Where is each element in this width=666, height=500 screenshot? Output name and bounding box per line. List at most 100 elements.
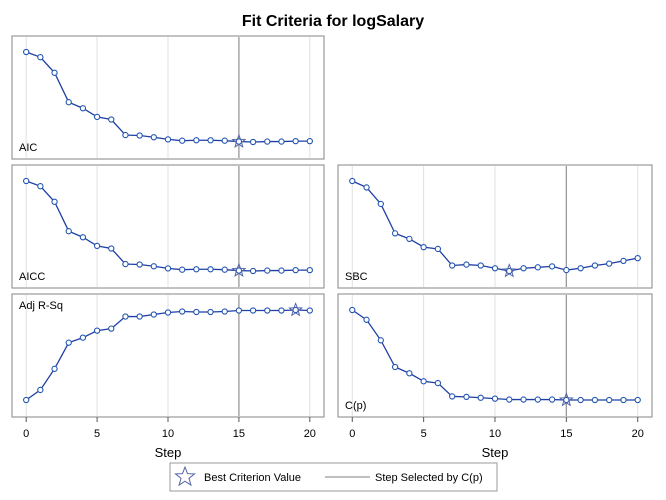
panel-label-sbc: SBC bbox=[345, 271, 368, 283]
data-point-adjrsq-13 bbox=[207, 308, 214, 316]
panel-sbc: SBC bbox=[337, 164, 653, 289]
data-point-aic-9 bbox=[150, 134, 157, 141]
data-point-aicc-17 bbox=[264, 267, 271, 274]
data-point-aic-11 bbox=[179, 137, 186, 144]
data-point-aicc-3 bbox=[65, 228, 72, 235]
data-point-sbc-6 bbox=[434, 245, 442, 253]
data-point-cp-12 bbox=[520, 396, 527, 403]
best-star-sbc bbox=[501, 263, 517, 278]
chart-title: Fit Criteria for logSalary bbox=[242, 13, 424, 30]
best-star-aic bbox=[231, 133, 247, 148]
data-point-adjrsq-5 bbox=[93, 327, 101, 334]
data-point-sbc-16 bbox=[577, 265, 584, 272]
x-tick-label-left-10: 10 bbox=[162, 428, 174, 440]
x-axes: 0 5 10 15 20 Step 0 5 10 15 20 Step bbox=[23, 417, 644, 460]
data-point-cp-4 bbox=[406, 370, 413, 377]
data-point-cp-13 bbox=[534, 396, 541, 403]
data-point-adjrsq-12 bbox=[193, 308, 200, 316]
data-point-aic-7 bbox=[122, 131, 129, 139]
data-point-aic-16 bbox=[249, 138, 257, 146]
data-point-sbc-7 bbox=[449, 262, 456, 269]
data-point-adjrsq-1 bbox=[37, 386, 44, 394]
data-point-aicc-19 bbox=[292, 266, 299, 274]
data-point-aicc-9 bbox=[150, 263, 157, 270]
legend: Best Criterion Value Step Selected by C(… bbox=[169, 462, 498, 492]
data-point-adjrsq-18 bbox=[278, 307, 285, 314]
data-point-aicc-2 bbox=[51, 198, 58, 205]
data-point-aic-2 bbox=[51, 69, 58, 76]
data-point-cp-16 bbox=[577, 396, 584, 404]
data-point-aicc-1 bbox=[37, 183, 44, 190]
data-point-sbc-10 bbox=[491, 265, 499, 272]
data-point-aic-5 bbox=[93, 113, 101, 121]
data-point-cp-9 bbox=[477, 394, 484, 401]
data-point-aicc-13 bbox=[207, 266, 214, 273]
x-tick-label-right-0: 0 bbox=[349, 428, 355, 440]
panel-label-adjrsq: Adj R-Sq bbox=[19, 300, 63, 312]
data-point-sbc-18 bbox=[606, 260, 613, 267]
best-star-adjrsq bbox=[288, 302, 304, 317]
data-point-cp-3 bbox=[391, 363, 399, 371]
data-point-adjrsq-4 bbox=[79, 334, 87, 341]
data-point-aic-6 bbox=[108, 116, 115, 123]
data-point-adjrsq-0 bbox=[23, 396, 30, 404]
data-point-cp-6 bbox=[434, 379, 442, 387]
x-tick-label-left-0: 0 bbox=[23, 428, 29, 440]
data-point-sbc-13 bbox=[534, 264, 541, 271]
data-point-aic-13 bbox=[207, 137, 214, 144]
data-point-aicc-6 bbox=[108, 245, 115, 252]
data-point-cp-14 bbox=[548, 396, 556, 403]
data-point-adjrsq-16 bbox=[249, 307, 257, 314]
data-point-sbc-20 bbox=[634, 254, 641, 262]
panel-label-aic: AIC bbox=[19, 142, 37, 154]
data-point-aic-12 bbox=[193, 137, 200, 144]
data-point-aic-1 bbox=[37, 54, 44, 61]
data-point-sbc-4 bbox=[406, 235, 413, 243]
data-point-aicc-18 bbox=[278, 267, 285, 274]
data-point-cp-7 bbox=[449, 393, 456, 400]
data-point-aicc-12 bbox=[193, 266, 200, 273]
data-point-sbc-0 bbox=[349, 177, 356, 185]
data-point-adjrsq-15 bbox=[235, 307, 243, 314]
data-point-cp-11 bbox=[506, 396, 513, 403]
data-point-aicc-16 bbox=[249, 267, 257, 275]
panel-aic: AIC bbox=[11, 35, 325, 160]
panel-label-cp: C(p) bbox=[345, 400, 366, 412]
data-point-cp-8 bbox=[463, 393, 470, 401]
data-point-adjrsq-20 bbox=[306, 307, 313, 314]
x-tick-label-right-5: 5 bbox=[421, 428, 427, 440]
x-axis-title-right: Step bbox=[482, 445, 509, 460]
data-point-adjrsq-17 bbox=[264, 307, 271, 314]
data-point-aicc-11 bbox=[179, 266, 186, 273]
data-point-adjrsq-14 bbox=[221, 308, 228, 315]
best-star-aicc bbox=[231, 262, 247, 277]
data-point-cp-10 bbox=[491, 395, 499, 402]
data-point-aic-19 bbox=[292, 137, 299, 145]
data-point-cp-5 bbox=[420, 378, 427, 385]
data-point-cp-2 bbox=[377, 337, 384, 344]
data-point-cp-1 bbox=[363, 316, 370, 323]
data-point-adjrsq-2 bbox=[51, 365, 58, 372]
x-tick-label-left-15: 15 bbox=[233, 428, 245, 440]
data-point-cp-19 bbox=[620, 396, 627, 404]
data-point-aicc-4 bbox=[79, 234, 87, 241]
data-point-aicc-14 bbox=[221, 266, 228, 273]
data-point-sbc-12 bbox=[520, 265, 527, 272]
data-point-aic-14 bbox=[221, 137, 228, 144]
data-point-adjrsq-3 bbox=[65, 339, 72, 346]
data-point-sbc-5 bbox=[420, 243, 427, 251]
x-axis-title-left: Step bbox=[155, 445, 182, 460]
data-point-adjrsq-11 bbox=[179, 308, 186, 315]
data-point-sbc-3 bbox=[391, 230, 399, 237]
data-point-sbc-14 bbox=[548, 263, 556, 270]
panels: AIC AICC SBC Adj R-Sq C(p) bbox=[11, 35, 653, 418]
legend-best-star-icon bbox=[174, 465, 196, 487]
data-point-adjrsq-6 bbox=[108, 325, 115, 332]
panel-aicc: AICC bbox=[11, 164, 325, 289]
panel-cp: C(p) bbox=[337, 293, 653, 418]
data-point-sbc-15 bbox=[563, 266, 570, 274]
data-point-adjrsq-8 bbox=[136, 313, 143, 320]
data-point-aic-8 bbox=[136, 132, 143, 139]
x-tick-label-right-15: 15 bbox=[560, 428, 572, 440]
